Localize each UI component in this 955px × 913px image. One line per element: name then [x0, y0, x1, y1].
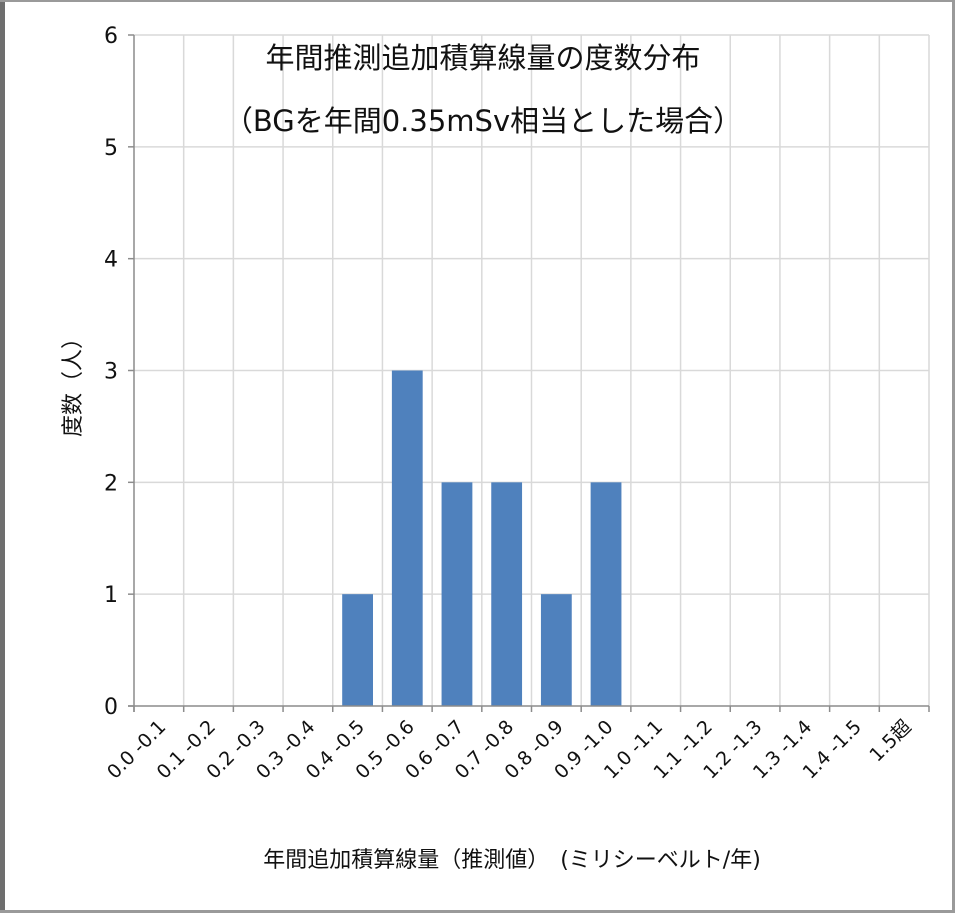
y-axis-title: 度数（人） [61, 327, 86, 437]
bar [441, 482, 473, 706]
right-border [952, 0, 955, 913]
x-tick-labels: 0.0 -0.10.1 -0.20.2 -0.30.3 -0.40.4 -0.5… [103, 716, 916, 783]
x-tick-label: 1.5超 [865, 716, 915, 766]
bar [342, 594, 373, 706]
x-axis-title: 年間追加積算線量（推測値） (ミリシーベルト/年) [263, 848, 761, 873]
chart-title: 年間推測追加積算線量の度数分布 [265, 41, 700, 75]
grid-lines [134, 34, 930, 706]
left-border [0, 0, 5, 913]
y-tick-label: 3 [104, 360, 118, 385]
bar [540, 594, 572, 706]
bottom-border [0, 910, 955, 913]
bar [391, 370, 423, 706]
bars [342, 370, 622, 706]
chart-subtitle: （BGを年間0.35mSv相当とした場合） [224, 104, 742, 138]
y-tick-label: 6 [104, 24, 118, 49]
bar [590, 482, 622, 706]
y-tick-label: 2 [104, 471, 118, 496]
axes [128, 34, 930, 712]
top-border [0, 0, 955, 2]
y-tick-label: 4 [104, 248, 118, 273]
y-tick-label: 0 [104, 695, 118, 720]
y-tick-label: 5 [104, 136, 118, 161]
bar [491, 482, 523, 706]
y-tick-label: 1 [104, 583, 118, 608]
y-tick-labels: 0 1 2 3 4 5 6 [104, 24, 118, 720]
